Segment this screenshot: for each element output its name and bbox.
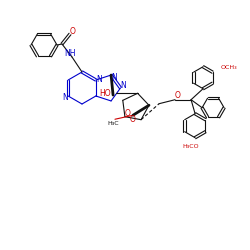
Text: OCH₃: OCH₃ [221, 65, 238, 70]
Text: H₃C: H₃C [107, 121, 119, 126]
Text: O: O [174, 91, 180, 100]
Text: N: N [62, 92, 68, 102]
Text: H₃CO: H₃CO [183, 144, 200, 149]
Text: N: N [120, 82, 126, 90]
Text: N: N [96, 74, 102, 84]
Text: O: O [125, 109, 131, 118]
Text: O: O [130, 115, 136, 124]
Text: NH: NH [64, 50, 76, 58]
Text: O: O [70, 28, 76, 36]
Text: N: N [111, 72, 117, 82]
Text: HO: HO [99, 89, 111, 98]
